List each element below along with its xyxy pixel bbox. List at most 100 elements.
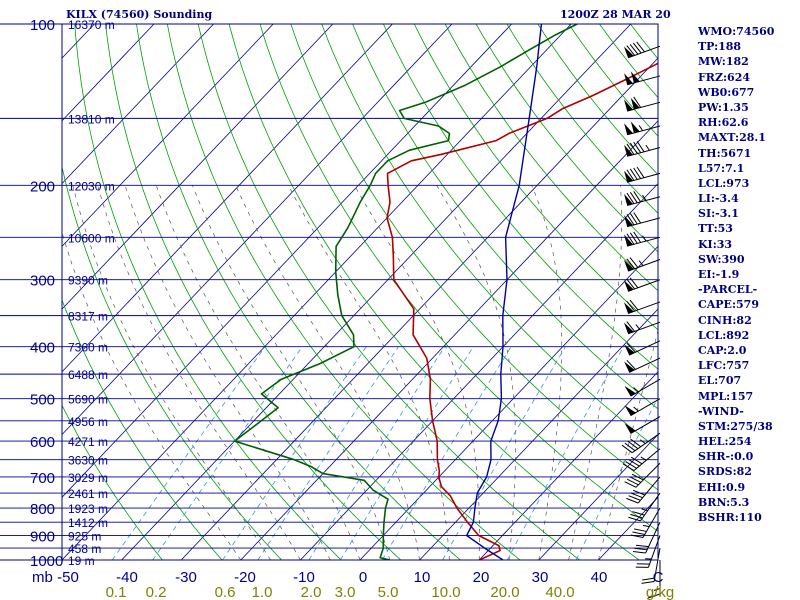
barb-feather — [626, 342, 636, 353]
barb-feather — [626, 278, 636, 290]
height-label: 458 m — [68, 542, 101, 556]
height-label: 19 m — [68, 554, 95, 568]
height-label: 16370 m — [68, 18, 115, 32]
index-item: CAP:2.0 — [698, 343, 747, 357]
pressure-tick-label: 300 — [30, 273, 55, 290]
barb-staff — [653, 547, 661, 582]
index-item: BRN:5.3 — [698, 495, 750, 509]
barb-half-feather — [640, 456, 647, 461]
pressure-tick-label: 500 — [30, 392, 55, 409]
index-item: PW:1.35 — [698, 100, 749, 114]
barb-pennant — [624, 170, 633, 183]
barb-feather — [632, 531, 645, 535]
index-item: SHR-:0.0 — [698, 450, 754, 464]
barb-feather — [633, 551, 646, 554]
barb-staff — [627, 321, 661, 335]
moist-adiabat — [531, 185, 563, 560]
barb-feather — [632, 511, 645, 516]
chart-grid — [62, 24, 658, 560]
barb-pennant — [630, 121, 640, 134]
barb-pennant — [624, 193, 633, 206]
index-item: WMO:74560 — [698, 25, 775, 38]
pressure-tick-label: 600 — [30, 434, 55, 451]
index-item: -WIND- — [698, 404, 744, 418]
barb-staff — [627, 259, 661, 272]
barb-feather — [636, 140, 645, 153]
height-label: 6488 m — [68, 368, 108, 382]
barb-feather — [629, 44, 639, 55]
traces — [233, 24, 658, 560]
pressure-tick-label: 1000 — [30, 553, 63, 570]
mixing-ratio-tick-label: 0.6 — [215, 584, 236, 600]
index-item: TT:53 — [698, 222, 733, 236]
index-item: RH:62.6 — [698, 116, 749, 130]
mixing-ratio-tick-label: g/kg — [646, 584, 674, 600]
isotherm — [121, 24, 632, 560]
isotherm — [478, 371, 658, 560]
height-label: 10600 m — [68, 231, 115, 245]
barb-feather — [628, 459, 640, 467]
temperature-tick-label: -30 — [175, 569, 197, 586]
barb-pennant — [630, 97, 640, 110]
moist-adiabat — [72, 185, 271, 560]
moist-adiabat — [354, 185, 480, 560]
barb-feather — [626, 497, 639, 504]
index-item: SW:390 — [698, 252, 745, 266]
isotherm — [62, 24, 214, 185]
wind-barb — [624, 378, 661, 397]
index-item: -PARCEL- — [698, 283, 758, 297]
isotherm — [62, 24, 512, 498]
isotherm — [180, 57, 658, 560]
barb-feather — [636, 41, 645, 53]
barb-half-feather — [642, 235, 647, 242]
index-item: MPL:157 — [698, 389, 754, 403]
barb-feather — [632, 42, 642, 54]
mixing-ratio-tick-label: 1.0 — [252, 584, 273, 600]
barb-feather — [636, 166, 645, 178]
wind-barb — [623, 299, 661, 315]
dry-adiabat — [136, 24, 461, 560]
parcel-trace — [466, 24, 543, 560]
valid-time: 1200Z 28 MAR 20 — [560, 8, 671, 21]
temperature-tick-label: 0 — [359, 569, 367, 586]
index-item: LCL:892 — [698, 328, 750, 342]
barb-feather — [626, 233, 635, 245]
barb-pennant — [624, 73, 633, 85]
isotherm — [62, 24, 274, 247]
index-item: BSHR:110 — [698, 511, 762, 524]
index-item: LI:-3.4 — [698, 192, 739, 206]
barb-feather — [631, 473, 644, 481]
moist-adiabat — [124, 185, 331, 560]
height-label: 4956 m — [68, 415, 108, 429]
barb-half-feather — [642, 524, 650, 528]
barb-half-feather — [653, 588, 661, 591]
barb-pennant — [624, 234, 633, 247]
barb-feather — [624, 481, 637, 488]
barb-feather — [633, 96, 642, 108]
mixing-ratio-line — [257, 346, 399, 560]
barb-feather — [629, 299, 639, 311]
barb-feather — [626, 359, 636, 370]
barb-feather — [647, 593, 661, 599]
height-label: 3630 m — [68, 454, 108, 468]
barb-staff — [627, 279, 661, 292]
wind-barb — [630, 507, 661, 538]
barb-feather — [634, 547, 648, 551]
wind-barb — [624, 212, 661, 228]
barb-feather — [622, 463, 635, 472]
station-title: KILX (74560) Sounding — [66, 8, 213, 21]
barb-feather — [630, 534, 644, 538]
barb-feather — [626, 192, 635, 204]
index-item: TH:5671 — [698, 146, 752, 160]
barb-feather — [633, 212, 642, 224]
barb-pennant — [624, 344, 635, 356]
height-label: 4271 m — [68, 435, 108, 449]
mixing-ratio-tick-label: 0.2 — [146, 584, 167, 600]
index-item: WB0:677 — [698, 85, 755, 99]
barb-pennant — [623, 259, 634, 272]
barb-staff — [627, 301, 661, 315]
mixing-ratio-tick-label: 5.0 — [378, 584, 399, 600]
temperature-trace — [386, 62, 658, 560]
pressure-tick-label: 100 — [30, 17, 55, 34]
pressure-tick-label: 400 — [30, 340, 55, 357]
